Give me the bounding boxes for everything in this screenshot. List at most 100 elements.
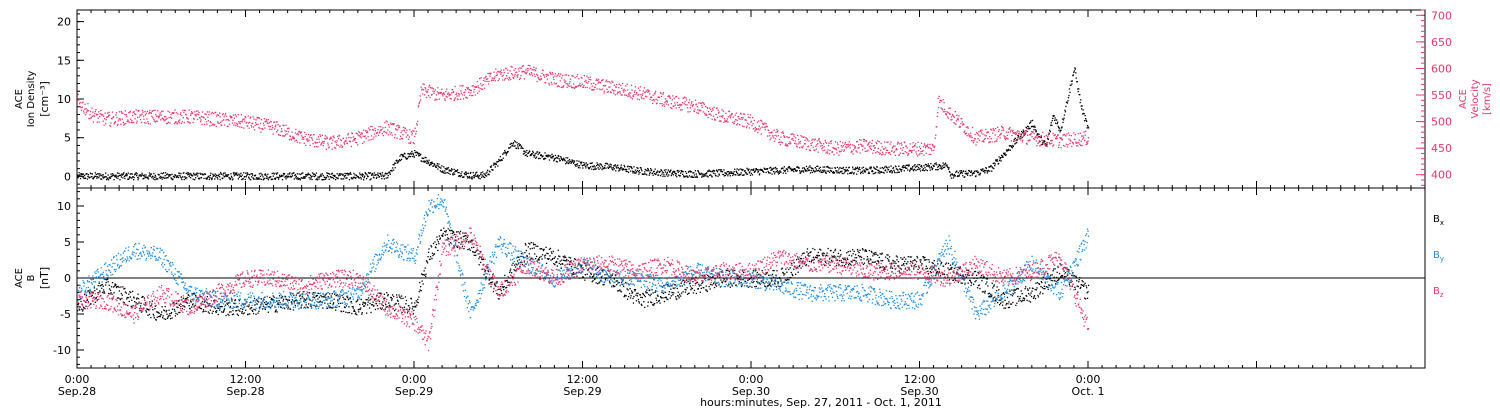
data-point (304, 132, 305, 133)
data-point (869, 142, 870, 143)
data-point (1023, 131, 1024, 132)
data-point (226, 116, 227, 117)
data-point (454, 169, 455, 170)
data-point (208, 176, 209, 177)
data-point (388, 294, 389, 295)
data-point (780, 137, 781, 138)
data-point (337, 140, 338, 141)
data-point (224, 176, 225, 177)
data-point (1073, 132, 1074, 133)
data-point (817, 143, 818, 144)
data-point (117, 178, 118, 179)
data-point (936, 126, 937, 127)
data-point (414, 302, 415, 303)
data-point (309, 177, 310, 178)
data-point (119, 111, 120, 112)
data-point (274, 173, 275, 174)
data-point (596, 168, 597, 169)
data-point (494, 76, 495, 77)
data-point (694, 109, 695, 110)
data-point (544, 77, 545, 78)
data-point (192, 113, 193, 114)
data-point (954, 117, 955, 118)
data-point (459, 85, 460, 86)
data-point (503, 69, 504, 70)
left-tick-label: 10 (57, 93, 71, 106)
data-point (628, 172, 629, 173)
data-point (481, 77, 482, 78)
data-point (368, 140, 369, 141)
data-point (132, 122, 133, 123)
data-point (880, 150, 881, 151)
data-point (843, 145, 844, 146)
data-point (79, 99, 80, 100)
data-point (1075, 72, 1076, 73)
data-point (1043, 141, 1044, 142)
data-point (294, 178, 295, 179)
data-point (152, 176, 153, 177)
data-point (355, 312, 356, 313)
data-point (736, 113, 737, 114)
data-point (477, 93, 478, 94)
data-point (1034, 126, 1035, 127)
data-point (355, 177, 356, 178)
data-point (676, 96, 677, 97)
data-point (179, 119, 180, 120)
data-point (322, 135, 323, 136)
data-point (365, 130, 366, 131)
data-point (142, 296, 143, 297)
data-point (361, 178, 362, 179)
data-point (1000, 137, 1001, 138)
data-point (274, 297, 275, 298)
data-point (893, 170, 894, 171)
data-point (676, 176, 677, 177)
data-point (580, 85, 581, 86)
data-point (935, 169, 936, 170)
data-point (413, 131, 414, 132)
data-point (973, 142, 974, 143)
data-point (737, 168, 738, 169)
data-point (233, 174, 234, 175)
data-point (85, 178, 86, 179)
data-point (782, 142, 783, 143)
data-point (302, 172, 303, 173)
data-point (424, 84, 425, 85)
data-point (793, 140, 794, 141)
data-point (77, 310, 78, 311)
data-point (153, 173, 154, 174)
data-point (594, 89, 595, 90)
data-point (372, 302, 373, 303)
data-point (80, 306, 81, 307)
data-point (844, 149, 845, 150)
data-point (626, 95, 627, 96)
data-point (332, 173, 333, 174)
data-point (901, 142, 902, 143)
data-point (839, 167, 840, 168)
data-point (381, 303, 382, 304)
data-point (785, 143, 786, 144)
data-point (419, 282, 420, 283)
data-point (335, 148, 336, 149)
data-point (980, 173, 981, 174)
data-point (1053, 133, 1054, 134)
data-point (792, 138, 793, 139)
data-point (533, 69, 534, 70)
data-point (425, 88, 426, 89)
data-point (572, 76, 573, 77)
data-point (917, 155, 918, 156)
data-point (1001, 133, 1002, 134)
data-point (658, 174, 659, 175)
data-point (682, 109, 683, 110)
data-point (184, 179, 185, 180)
data-point (167, 111, 168, 112)
data-point (267, 123, 268, 124)
data-point (410, 142, 411, 143)
data-point (116, 177, 117, 178)
data-point (1008, 149, 1009, 150)
data-point (865, 151, 866, 152)
data-point (442, 170, 443, 171)
data-point (195, 115, 196, 116)
data-point (885, 166, 886, 167)
data-point (382, 127, 383, 128)
